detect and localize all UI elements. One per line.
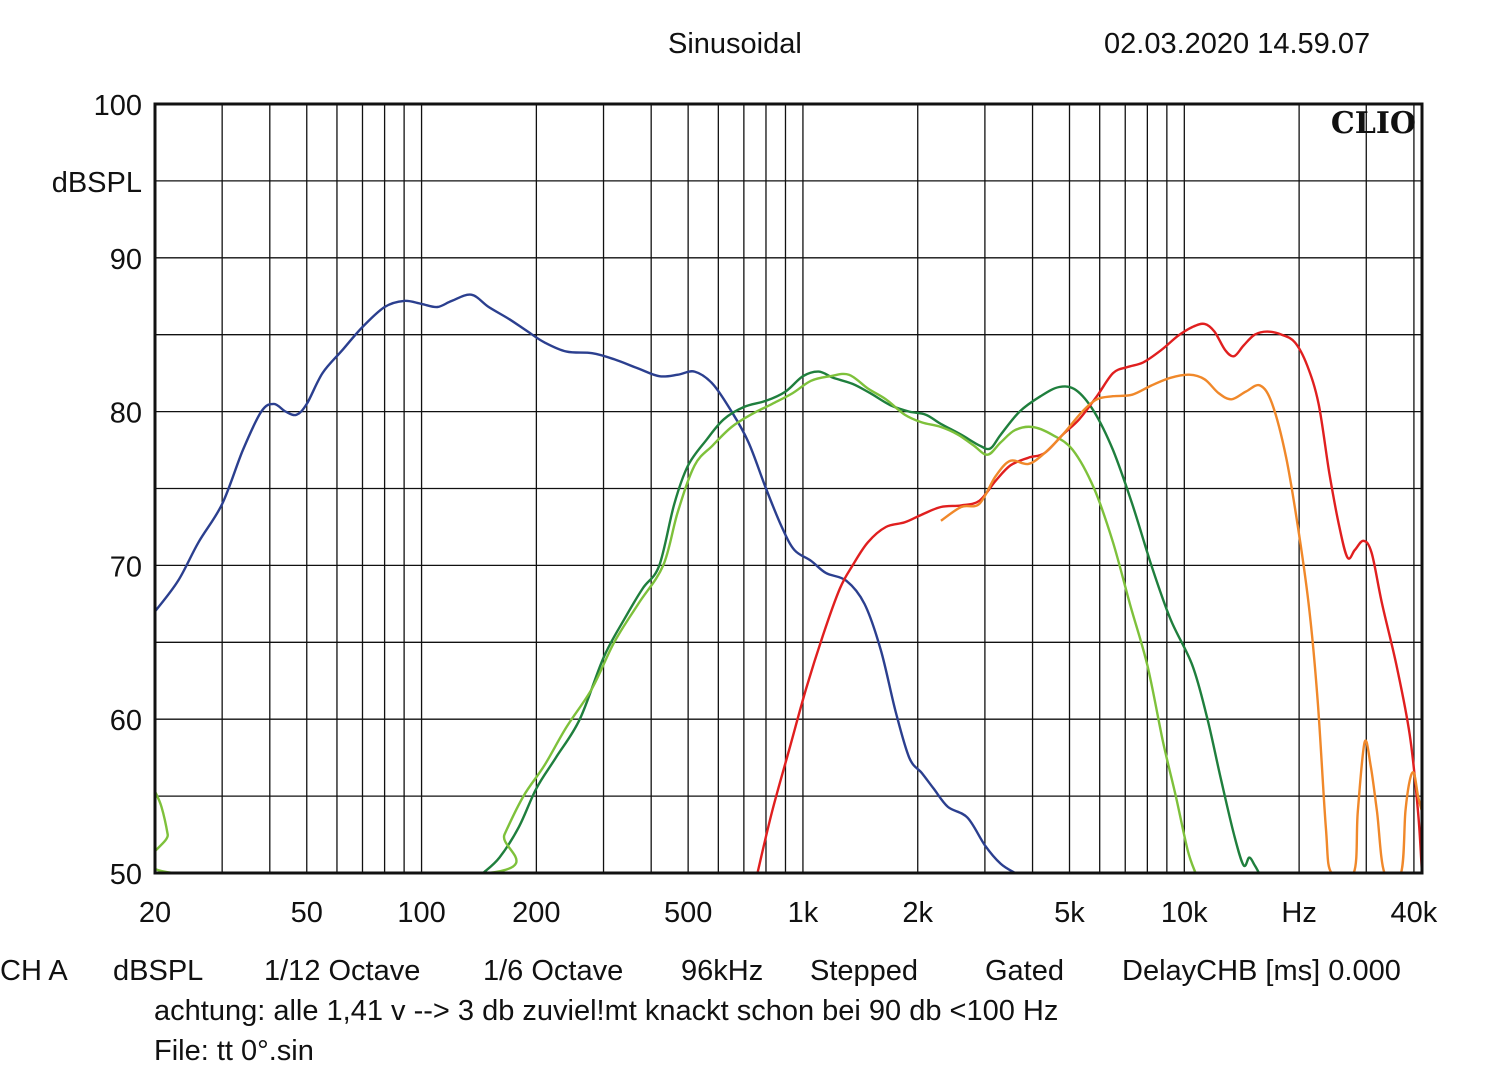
- setting-unit: dBSPL: [113, 955, 204, 987]
- x-tick-label: Hz: [1281, 897, 1316, 929]
- setting-resolution: 1/12 Octave: [264, 955, 421, 987]
- setting-sample-rate: 96kHz: [681, 955, 764, 987]
- y-axis-label: dBSPL: [52, 167, 142, 199]
- y-tick-label: 100: [94, 90, 142, 122]
- measurement-note: achtung: alle 1,41 v --> 3 db zuviel!mt …: [154, 995, 1059, 1027]
- file-name: File: tt 0°.sin: [154, 1035, 314, 1067]
- series-line-3: [155, 372, 1197, 873]
- x-tick-label: 40k: [1391, 897, 1438, 929]
- brand-logo-text: CLIO: [1331, 106, 1416, 141]
- x-tick-label: 100: [397, 897, 445, 929]
- x-tick-label: 200: [512, 897, 560, 929]
- x-tick-label: 1k: [788, 897, 819, 929]
- x-tick-label: 10k: [1161, 897, 1208, 929]
- plot-frame: [153, 102, 1424, 875]
- series-line-5: [940, 373, 1422, 873]
- x-tick-label: 500: [664, 897, 712, 929]
- series-line-1: [155, 293, 1016, 873]
- x-tick-label: 50: [291, 897, 323, 929]
- y-tick-label: 70: [110, 551, 142, 583]
- setting-smoothing: 1/6 Octave: [483, 955, 624, 987]
- measurement-timestamp: 02.03.2020 14.59.07: [1104, 28, 1371, 60]
- setting-channel: CH A: [0, 955, 68, 987]
- y-tick-label: 80: [110, 398, 142, 430]
- x-tick-label: 20: [139, 897, 171, 929]
- y-tick-labels: 50 60 70 80 90 100: [94, 90, 142, 891]
- x-tick-label: 2k: [902, 897, 933, 929]
- series-line-4: [756, 322, 1422, 873]
- series-layer: [155, 293, 1422, 873]
- y-tick-label: 60: [110, 705, 142, 737]
- setting-window: Gated: [985, 955, 1064, 987]
- x-tick-labels: 20 50 100 200 500 1k 2k 5k 10k Hz 40k: [139, 897, 1438, 929]
- x-tick-label: 5k: [1054, 897, 1085, 929]
- measurement-mode-title: Sinusoidal: [668, 28, 802, 60]
- setting-delay: DelayCHB [ms] 0.000: [1122, 955, 1401, 987]
- setting-sweep-mode: Stepped: [810, 955, 919, 987]
- series-line-2: [482, 370, 1261, 873]
- grid: [155, 104, 1422, 873]
- y-tick-label: 50: [110, 859, 142, 891]
- y-tick-label: 90: [110, 244, 142, 276]
